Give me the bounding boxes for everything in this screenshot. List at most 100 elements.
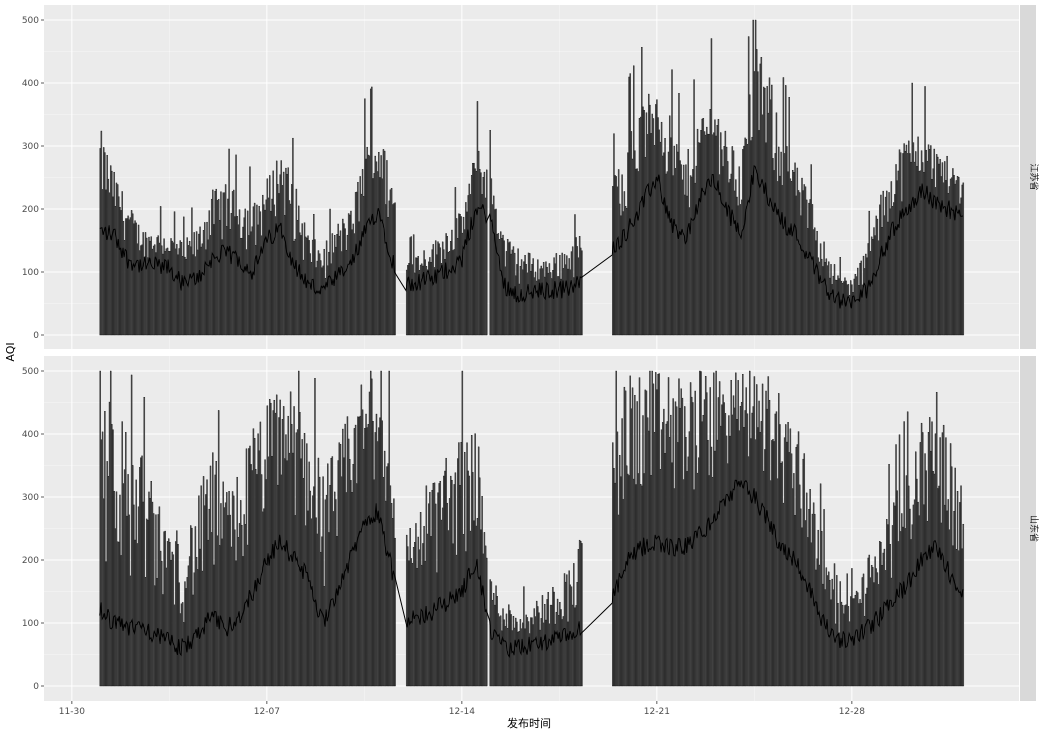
aqi-bar xyxy=(228,148,230,336)
aqi-bar xyxy=(837,603,839,687)
aqi-bar xyxy=(304,525,307,687)
aqi-bar xyxy=(178,582,180,687)
aqi-bar xyxy=(271,456,273,687)
aqi-bar xyxy=(222,481,224,687)
aqi-bar xyxy=(526,272,529,336)
aqi-bar xyxy=(441,507,444,687)
aqi-bar xyxy=(448,251,451,336)
aqi-bar xyxy=(452,250,454,336)
aqi-bar xyxy=(239,500,242,687)
aqi-bar xyxy=(898,149,901,336)
aqi-bar xyxy=(956,176,959,336)
aqi-bar xyxy=(935,391,938,687)
aqi-bar xyxy=(660,429,663,687)
aqi-bar xyxy=(793,172,795,336)
aqi-bar xyxy=(614,175,616,336)
aqi-bar xyxy=(703,131,706,336)
aqi-bar xyxy=(440,263,443,336)
aqi-bar xyxy=(650,133,652,336)
aqi-bar xyxy=(664,453,666,687)
aqi-bar xyxy=(753,376,756,687)
aqi-bar xyxy=(310,261,313,336)
aqi-bar xyxy=(460,441,462,687)
aqi-bar xyxy=(688,431,691,687)
aqi-bar xyxy=(287,167,289,336)
aqi-bar xyxy=(530,617,532,687)
aqi-bar xyxy=(129,575,132,687)
aqi-bar xyxy=(889,544,891,687)
aqi-bar xyxy=(447,530,450,687)
aqi-bar xyxy=(621,418,623,687)
aqi-bar xyxy=(208,210,211,336)
aqi-bar xyxy=(472,163,474,336)
aqi-bar xyxy=(677,151,679,336)
aqi-bar xyxy=(215,461,218,687)
aqi-bar xyxy=(789,178,792,336)
aqi-bar xyxy=(476,518,479,687)
aqi-bar xyxy=(216,535,219,687)
aqi-bar xyxy=(657,117,659,336)
aqi-bar xyxy=(205,494,207,687)
aqi-bar xyxy=(139,467,141,687)
aqi-bar xyxy=(432,244,435,336)
aqi-bar xyxy=(250,464,252,687)
aqi-bar xyxy=(350,480,352,687)
aqi-bar xyxy=(127,215,129,336)
aqi-bar xyxy=(882,190,884,336)
aqi-bar xyxy=(497,613,500,687)
aqi-bar xyxy=(533,608,536,687)
aqi-bar xyxy=(354,424,357,687)
aqi-bar xyxy=(653,432,656,687)
aqi-bar xyxy=(933,148,936,336)
aqi-bar xyxy=(667,377,670,687)
aqi-bar xyxy=(238,209,241,336)
aqi-bar xyxy=(163,238,165,336)
aqi-bar xyxy=(779,175,781,336)
x-tick-label: 12-28 xyxy=(839,707,865,717)
aqi-bar xyxy=(302,259,305,336)
aqi-bar xyxy=(958,177,960,336)
aqi-bar xyxy=(708,475,710,687)
aqi-bar xyxy=(188,240,191,336)
aqi-bar xyxy=(566,574,568,687)
aqi-bar xyxy=(868,210,871,336)
aqi-bar xyxy=(620,215,622,336)
aqi-bar xyxy=(185,258,187,336)
aqi-bar xyxy=(757,71,759,336)
aqi-bar xyxy=(330,263,332,336)
aqi-bar xyxy=(382,149,385,336)
aqi-bar xyxy=(723,146,725,336)
aqi-bar xyxy=(715,370,717,687)
aqi-bar xyxy=(416,568,418,687)
aqi-bar xyxy=(321,267,323,336)
aqi-bar xyxy=(904,528,907,687)
aqi-bar xyxy=(643,473,645,687)
aqi-bar xyxy=(151,501,154,687)
aqi-bar xyxy=(945,437,947,687)
aqi-bar xyxy=(195,557,198,687)
aqi-bar xyxy=(764,449,766,687)
aqi-bar xyxy=(663,152,665,336)
aqi-bar xyxy=(531,617,533,687)
aqi-bar xyxy=(474,168,476,336)
aqi-bar xyxy=(359,176,361,336)
aqi-bar xyxy=(381,420,383,687)
aqi-bar xyxy=(148,491,150,687)
aqi-bar xyxy=(810,542,812,687)
aqi-bar xyxy=(756,49,758,336)
aqi-bar xyxy=(888,192,890,336)
aqi-bar xyxy=(476,101,479,336)
aqi-bar xyxy=(652,118,655,336)
aqi-bar xyxy=(486,557,488,687)
aqi-bar xyxy=(685,437,687,687)
aqi-bar xyxy=(313,214,315,336)
aqi-bar xyxy=(385,204,387,336)
aqi-bar xyxy=(163,531,165,687)
aqi-bar xyxy=(930,145,932,336)
aqi-bar xyxy=(760,421,763,687)
aqi-bar xyxy=(772,439,774,687)
aqi-bar xyxy=(241,237,243,336)
aqi-bar xyxy=(773,170,775,336)
aqi-bar xyxy=(316,260,318,336)
aqi-bar xyxy=(562,268,565,336)
